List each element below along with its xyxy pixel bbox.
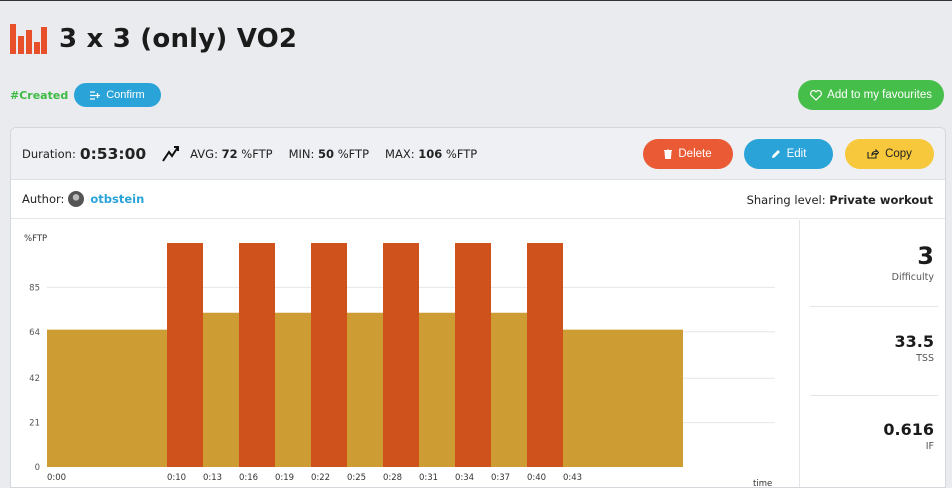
- page-title: 3 x 3 (only) VO2: [59, 24, 298, 54]
- x-tick-label: 0:00: [47, 473, 66, 483]
- y-tick-label: 42: [29, 374, 40, 384]
- status-row: #Created Confirm: [10, 83, 161, 107]
- interval-bar: [275, 312, 311, 467]
- sharing-level: Sharing level: Private workout: [747, 193, 933, 207]
- divider: [810, 306, 938, 307]
- interval-bar: [527, 243, 563, 467]
- avatar: [68, 191, 85, 207]
- workout-chart-svg: %FTP 0 21 42 64 85 0:00 0:10 0:13 0:16 0:19 0:22 0:2…: [24, 234, 775, 488]
- x-tick-label: 0:37: [491, 473, 510, 483]
- x-tick-label: 0:16: [239, 473, 258, 483]
- y-tick-label: 85: [29, 283, 40, 293]
- author-label: Author:: [22, 192, 65, 206]
- delete-label: Delete: [678, 148, 712, 160]
- x-tick-label: 0:10: [167, 473, 186, 483]
- if-metric: 0.616 IF: [810, 420, 938, 452]
- x-tick-label: 0:28: [383, 473, 402, 483]
- add-to-favourites-button[interactable]: Add to my favourites: [798, 80, 944, 110]
- author-link[interactable]: otbstein: [90, 192, 145, 206]
- y-tick-label: 0: [35, 463, 40, 473]
- interval-bar: [203, 312, 239, 467]
- confirm-button[interactable]: Confirm: [74, 83, 161, 107]
- y-tick-label: 21: [29, 419, 40, 429]
- difficulty-metric: 3 Difficulty: [810, 242, 938, 283]
- x-axis-label: time: [753, 479, 772, 488]
- difficulty-value: 3: [917, 242, 934, 270]
- interval-bar: [563, 329, 683, 467]
- x-tick-label: 0:25: [347, 473, 366, 483]
- status-tag: #Created: [10, 88, 69, 102]
- favourite-label: Add to my favourites: [827, 89, 932, 101]
- duration-value: 0:53:00: [79, 144, 147, 163]
- edit-label: Edit: [786, 148, 807, 160]
- title-row: 3 x 3 (only) VO2: [10, 24, 297, 54]
- difficulty-label: Difficulty: [891, 272, 934, 283]
- interval-bar: [491, 312, 527, 467]
- duration-label: Duration:: [22, 146, 76, 161]
- top-border: [0, 0, 952, 1]
- x-tick-label: 0:31: [419, 473, 438, 483]
- copy-button[interactable]: Copy: [845, 139, 934, 169]
- y-axis-label: %FTP: [24, 234, 47, 244]
- heart-icon: [810, 89, 823, 101]
- tss-metric: 33.5 TSS: [810, 332, 938, 364]
- bar-chart-logo-icon: [10, 24, 47, 54]
- pencil-icon: [771, 150, 780, 158]
- x-tick-label: 0:40: [527, 473, 546, 483]
- confirm-label: Confirm: [106, 89, 145, 101]
- if-value: 0.616: [883, 420, 934, 439]
- sharing-label: Sharing level:: [746, 193, 826, 207]
- avg-stat: AVG: 72 %FTP: [190, 147, 272, 161]
- interval-bar: [419, 312, 455, 467]
- copy-label: Copy: [885, 148, 912, 160]
- avg-label: AVG:: [190, 146, 218, 161]
- metrics-panel: 3 Difficulty 33.5 TSS 0.616 IF: [799, 220, 945, 487]
- if-label: IF: [925, 441, 934, 452]
- max-label: MAX:: [385, 146, 415, 161]
- zigzag-icon: [162, 145, 180, 162]
- interval-bar: [383, 243, 419, 467]
- share-icon: [867, 149, 880, 159]
- avg-unit: %FTP: [241, 146, 273, 161]
- y-tick-label: 64: [29, 328, 40, 338]
- x-tick-label: 0:13: [203, 473, 222, 483]
- interval-bar: [239, 243, 275, 467]
- x-tick-label: 0:19: [275, 473, 294, 483]
- summary-bar: Duration: 0:53:00 AVG: 72 %FTP MIN: 50 %…: [11, 128, 945, 180]
- x-tick-label: 0:22: [311, 473, 330, 483]
- min-unit: %FTP: [337, 146, 370, 161]
- max-unit: %FTP: [445, 146, 478, 161]
- list-plus-icon: [90, 90, 101, 100]
- tss-value: 33.5: [894, 332, 934, 351]
- sharing-value: Private workout: [829, 193, 933, 207]
- x-tick-label: 0:34: [455, 473, 474, 483]
- x-tick-label: 0:43: [563, 473, 582, 483]
- interval-bar: [167, 243, 203, 467]
- interval-bar: [47, 329, 167, 467]
- edit-button[interactable]: Edit: [744, 139, 833, 169]
- max-value: 106: [418, 146, 443, 161]
- author-row: Author: otbstein Sharing level: Private …: [11, 180, 945, 219]
- workout-card: Duration: 0:53:00 AVG: 72 %FTP MIN: 50 %…: [10, 127, 946, 488]
- avg-value: 72: [221, 146, 238, 161]
- interval-bar: [311, 243, 347, 467]
- delete-button[interactable]: Delete: [643, 139, 733, 169]
- min-value: 50: [318, 146, 335, 161]
- interval-bar: [347, 312, 383, 467]
- divider: [810, 395, 938, 396]
- min-stat: MIN: 50 %FTP: [289, 147, 369, 161]
- workout-chart: %FTP 0 21 42 64 85 0:00 0:10 0:13 0:16 0:19 0:22 0:2…: [11, 220, 799, 488]
- trash-icon: [664, 149, 673, 159]
- min-label: MIN:: [288, 146, 315, 161]
- tss-label: TSS: [916, 353, 934, 364]
- interval-bar: [455, 243, 491, 467]
- max-stat: MAX: 106 %FTP: [385, 147, 477, 161]
